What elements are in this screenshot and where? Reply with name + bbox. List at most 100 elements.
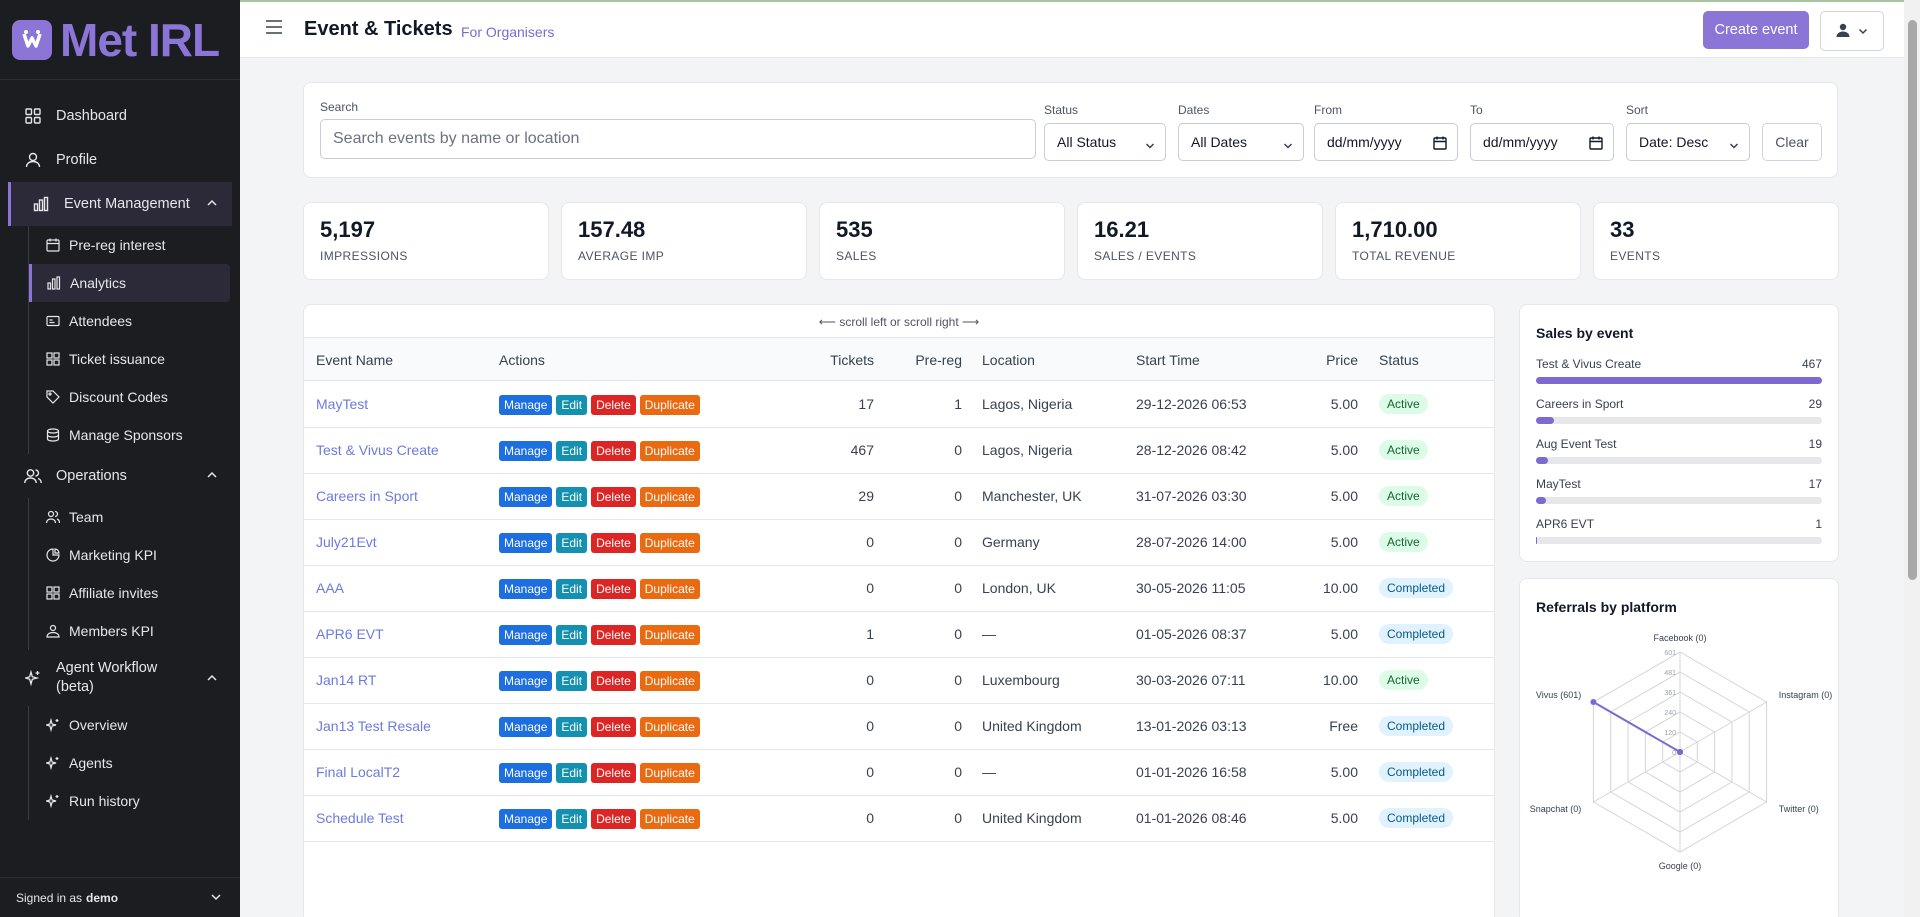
- price-cell: 5.00: [1330, 442, 1358, 458]
- event-name-link[interactable]: Jan13 Test Resale: [316, 718, 431, 734]
- sidebar-item-analytics[interactable]: Analytics: [29, 264, 230, 302]
- sidebar-item-attendees[interactable]: Attendees: [31, 302, 240, 340]
- signed-in-menu[interactable]: Signed in as demo: [0, 877, 240, 917]
- sidebar-item-overview[interactable]: Overview: [31, 706, 240, 744]
- sidebar-item-agent-workflow[interactable]: Agent Workflow (beta): [0, 650, 240, 706]
- logo-icon: [12, 19, 52, 60]
- event-name-link[interactable]: MayTest: [316, 396, 369, 412]
- sidebar-item-operations[interactable]: Operations: [0, 454, 240, 498]
- delete-button[interactable]: Delete: [591, 579, 636, 599]
- start-time-cell: 30-05-2026 11:05: [1136, 580, 1246, 596]
- manage-button[interactable]: Manage: [499, 671, 553, 691]
- manage-button[interactable]: Manage: [499, 579, 553, 599]
- sort-select[interactable]: Date: Desc: [1626, 123, 1750, 161]
- create-event-button[interactable]: Create event: [1703, 11, 1809, 49]
- manage-button[interactable]: Manage: [499, 395, 553, 415]
- edit-button[interactable]: Edit: [556, 441, 588, 461]
- delete-button[interactable]: Delete: [591, 809, 636, 829]
- dates-select[interactable]: All Dates: [1178, 123, 1304, 161]
- manage-button[interactable]: Manage: [499, 487, 553, 507]
- manage-button[interactable]: Manage: [499, 625, 553, 645]
- duplicate-button[interactable]: Duplicate: [639, 625, 700, 645]
- manage-button[interactable]: Manage: [499, 441, 553, 461]
- sidebar-item-profile[interactable]: Profile: [0, 138, 240, 182]
- manage-button[interactable]: Manage: [499, 717, 553, 737]
- clear-button[interactable]: Clear: [1762, 123, 1822, 161]
- sidebar-item-dashboard[interactable]: Dashboard: [0, 94, 240, 138]
- duplicate-button[interactable]: Duplicate: [639, 717, 700, 737]
- status-select[interactable]: All Status: [1044, 123, 1166, 161]
- duplicate-button[interactable]: Duplicate: [639, 579, 700, 599]
- delete-button[interactable]: Delete: [591, 717, 636, 737]
- duplicate-button[interactable]: Duplicate: [639, 671, 700, 691]
- calendar-icon[interactable]: [1433, 136, 1447, 153]
- sidebar-item-affiliate-invites[interactable]: Affiliate invites: [31, 574, 240, 612]
- edit-button[interactable]: Edit: [556, 671, 588, 691]
- sidebar-nav: Dashboard Profile Event Management Pre-r…: [0, 80, 240, 820]
- row-actions: Manage Edit Delete Duplicate: [499, 533, 700, 553]
- stat-label: TOTAL REVENUE: [1352, 249, 1456, 263]
- sidebar-item-event-management[interactable]: Event Management: [8, 182, 232, 226]
- brand-logo[interactable]: Met IRL: [0, 0, 240, 80]
- chevron-up-icon: [206, 672, 218, 688]
- to-date-input[interactable]: dd/mm/yyyy: [1470, 123, 1614, 161]
- delete-button[interactable]: Delete: [591, 487, 636, 507]
- edit-button[interactable]: Edit: [556, 763, 588, 783]
- event-name-link[interactable]: Schedule Test: [316, 810, 404, 826]
- sidebar-item-agents[interactable]: Agents: [31, 744, 240, 782]
- edit-button[interactable]: Edit: [556, 487, 588, 507]
- event-name-link[interactable]: APR6 EVT: [316, 626, 384, 642]
- from-date-input[interactable]: dd/mm/yyyy: [1314, 123, 1458, 161]
- sidebar-item-marketing-kpi[interactable]: Marketing KPI: [31, 536, 240, 574]
- event-name-link[interactable]: July21Evt: [316, 534, 377, 550]
- edit-button[interactable]: Edit: [556, 809, 588, 829]
- manage-button[interactable]: Manage: [499, 763, 553, 783]
- sidebar-item-members-kpi[interactable]: Members KPI: [31, 612, 240, 650]
- location-cell: Lagos, Nigeria: [982, 442, 1073, 458]
- status-badge: Active: [1379, 532, 1428, 552]
- manage-button[interactable]: Manage: [499, 533, 553, 553]
- edit-button[interactable]: Edit: [556, 579, 588, 599]
- sidebar-item-run-history[interactable]: Run history: [31, 782, 240, 820]
- sidebar-item-ticket-issuance[interactable]: Ticket issuance: [31, 340, 240, 378]
- table-header: Event Name Actions Tickets Pre-reg Locat…: [304, 337, 1494, 381]
- manage-button[interactable]: Manage: [499, 809, 553, 829]
- user-menu-button[interactable]: [1820, 11, 1884, 51]
- delete-button[interactable]: Delete: [591, 533, 636, 553]
- edit-button[interactable]: Edit: [556, 533, 588, 553]
- row-actions: Manage Edit Delete Duplicate: [499, 763, 700, 783]
- search-input[interactable]: Search events by name or location: [320, 119, 1036, 159]
- delete-button[interactable]: Delete: [591, 671, 636, 691]
- scrollbar-thumb[interactable]: [1908, 20, 1917, 580]
- event-name-link[interactable]: Careers in Sport: [316, 488, 418, 504]
- delete-button[interactable]: Delete: [591, 625, 636, 645]
- sidebar-item-pre-reg-interest[interactable]: Pre-reg interest: [31, 226, 240, 264]
- sales-item-count: 19: [1808, 437, 1822, 451]
- delete-button[interactable]: Delete: [591, 763, 636, 783]
- calendar-icon[interactable]: [1589, 136, 1603, 153]
- edit-button[interactable]: Edit: [556, 625, 588, 645]
- sidebar-item-manage-sponsors[interactable]: Manage Sponsors: [31, 416, 240, 454]
- duplicate-button[interactable]: Duplicate: [639, 533, 700, 553]
- event-name-link[interactable]: Final LocalT2: [316, 764, 401, 780]
- menu-icon[interactable]: [266, 20, 282, 37]
- sidebar-item-team[interactable]: Team: [31, 498, 240, 536]
- duplicate-button[interactable]: Duplicate: [639, 395, 700, 415]
- delete-button[interactable]: Delete: [591, 441, 636, 461]
- duplicate-button[interactable]: Duplicate: [639, 809, 700, 829]
- sort-label: Sort: [1626, 103, 1649, 117]
- sparkle-icon: [45, 755, 61, 771]
- edit-button[interactable]: Edit: [556, 717, 588, 737]
- duplicate-button[interactable]: Duplicate: [639, 763, 700, 783]
- edit-button[interactable]: Edit: [556, 395, 588, 415]
- delete-button[interactable]: Delete: [591, 395, 636, 415]
- duplicate-button[interactable]: Duplicate: [639, 441, 700, 461]
- sidebar-item-discount-codes[interactable]: Discount Codes: [31, 378, 240, 416]
- event-name-link[interactable]: Test & Vivus Create: [316, 442, 439, 458]
- sidebar-item-label: Attendees: [69, 313, 133, 329]
- event-name-link[interactable]: AAA: [316, 580, 345, 596]
- row-actions: Manage Edit Delete Duplicate: [499, 579, 700, 599]
- page-scrollbar[interactable]: [1904, 0, 1920, 917]
- duplicate-button[interactable]: Duplicate: [639, 487, 700, 507]
- event-name-link[interactable]: Jan14 RT: [316, 672, 377, 688]
